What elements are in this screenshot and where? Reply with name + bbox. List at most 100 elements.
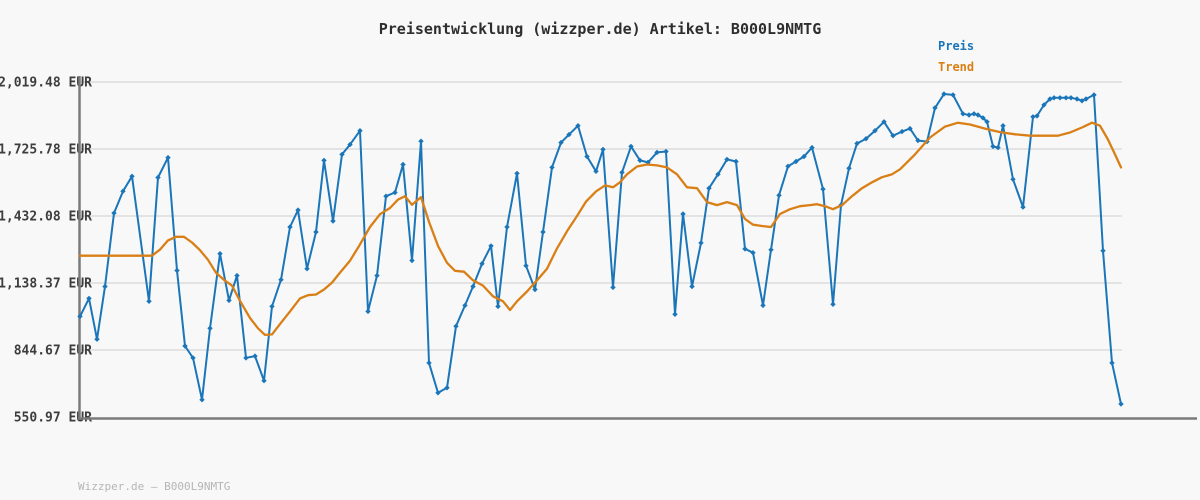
price-marker — [313, 229, 319, 235]
price-marker — [863, 136, 869, 142]
price-marker — [1051, 95, 1057, 101]
legend-item-trend: Trend — [938, 60, 975, 74]
price-marker — [733, 158, 739, 165]
price-marker — [207, 325, 213, 331]
price-marker — [1047, 96, 1053, 102]
price-line — [79, 93, 1122, 405]
price-marker — [1100, 248, 1106, 254]
price-marker — [881, 119, 887, 125]
price-marker — [347, 141, 353, 148]
price-marker — [742, 246, 748, 252]
price-marker — [830, 301, 836, 307]
price-marker — [102, 283, 108, 290]
y-tick-label: 1,432.08 EUR — [0, 209, 92, 224]
price-marker — [383, 193, 389, 199]
price-marker — [768, 247, 774, 253]
price-marker — [321, 157, 327, 164]
price-marker — [504, 224, 510, 230]
price-marker — [129, 173, 135, 179]
price-marker — [287, 224, 293, 230]
price-marker — [495, 303, 501, 310]
price-marker — [462, 302, 468, 309]
price-marker — [243, 355, 249, 361]
price-marker — [932, 105, 938, 111]
price-marker — [295, 207, 301, 213]
price-marker — [532, 286, 538, 293]
price-marker — [1063, 95, 1069, 101]
watermark-text: Wizzper.de — B000L9NMTG — [78, 480, 231, 493]
price-marker — [941, 91, 947, 97]
price-marker — [418, 138, 424, 144]
price-marker — [392, 189, 398, 196]
price-marker — [269, 303, 275, 310]
price-marker — [760, 302, 766, 309]
price-marker — [706, 185, 712, 191]
price-marker — [1020, 204, 1026, 210]
price-marker — [365, 308, 371, 315]
price-marker — [1118, 401, 1124, 407]
y-tick-label: 2,019.48 EUR — [0, 76, 92, 91]
y-tick-label: 1,138.37 EUR — [0, 277, 92, 292]
price-marker — [672, 311, 678, 317]
y-tick-label: 1,725.78 EUR — [0, 142, 92, 157]
price-marker — [980, 115, 986, 121]
price-marker — [584, 153, 590, 160]
price-marker — [995, 144, 1001, 151]
y-tick-label: 844.67 EUR — [14, 344, 92, 359]
price-marker — [872, 128, 878, 134]
price-marker — [1068, 95, 1074, 101]
price-marker — [1091, 92, 1097, 98]
price-marker — [217, 251, 223, 257]
price-marker — [600, 146, 606, 153]
price-marker — [252, 353, 258, 359]
price-marker — [234, 272, 240, 279]
price-marker — [426, 360, 432, 366]
price-marker — [226, 297, 232, 304]
price-marker — [155, 174, 161, 181]
price-marker — [523, 263, 529, 269]
price-marker — [698, 240, 704, 246]
price-marker — [854, 140, 860, 147]
price-marker — [120, 188, 126, 194]
price-marker — [261, 378, 267, 384]
price-marker — [409, 257, 415, 264]
price-marker — [971, 111, 977, 117]
price-marker — [801, 153, 807, 160]
price-marker — [915, 137, 921, 144]
chart-title: Preisentwicklung (wizzper.de) Artikel: B… — [378, 20, 822, 38]
price-marker — [374, 272, 380, 279]
price-marker — [820, 186, 826, 192]
price-marker — [304, 266, 310, 272]
price-marker — [610, 284, 616, 291]
price-marker — [94, 336, 100, 342]
price-marker — [619, 169, 625, 176]
price-marker — [990, 143, 996, 150]
price-marker — [435, 390, 441, 396]
price-marker — [488, 243, 494, 249]
price-marker — [357, 128, 363, 134]
price-marker — [680, 211, 686, 217]
price-marker — [575, 123, 581, 129]
price-marker — [907, 125, 913, 132]
price-marker — [549, 164, 555, 171]
price-marker — [966, 112, 972, 118]
price-marker — [86, 295, 92, 302]
price-marker — [330, 218, 336, 224]
price-marker — [540, 229, 546, 235]
price-marker — [899, 128, 905, 135]
price-marker — [950, 92, 956, 98]
price-marker — [1030, 114, 1036, 120]
price-marker — [793, 158, 799, 165]
price-marker — [400, 161, 406, 168]
price-marker — [453, 323, 459, 329]
price-marker — [444, 385, 450, 391]
price-marker — [750, 250, 756, 256]
price-marker — [637, 157, 643, 164]
price-marker — [278, 277, 284, 283]
price-marker — [1057, 95, 1063, 101]
price-marker — [1074, 96, 1080, 102]
price-marker — [514, 170, 520, 177]
price-marker — [470, 283, 476, 290]
